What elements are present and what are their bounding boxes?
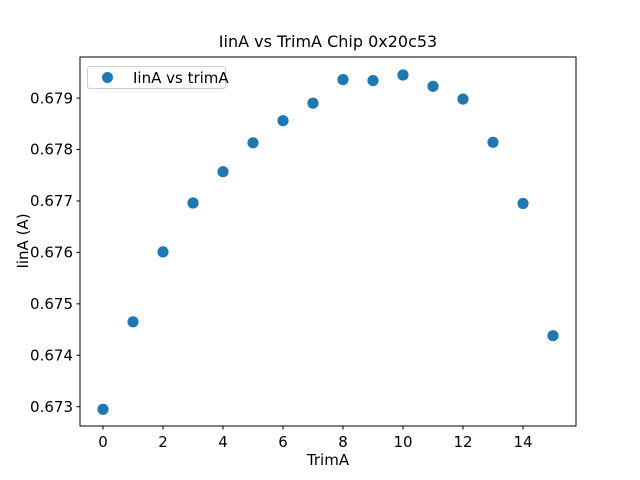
data-point (127, 316, 139, 328)
y-tick-label: 0.675 (30, 295, 73, 313)
y-tick-label: 0.678 (30, 141, 73, 159)
x-axis-label: TrimA (306, 451, 350, 469)
y-tick-label: 0.676 (30, 244, 73, 262)
axes-spines (79, 56, 577, 427)
data-point (337, 74, 349, 86)
y-axis-label: IinA (A) (14, 213, 32, 269)
data-point (307, 97, 319, 109)
y-tick-label: 0.677 (30, 192, 73, 210)
x-tick-label: 0 (98, 433, 108, 451)
data-point (427, 80, 439, 92)
x-tick-label: 6 (278, 433, 288, 451)
data-point (367, 75, 379, 87)
y-tick-label: 0.674 (30, 346, 73, 364)
data-point (157, 246, 169, 258)
y-tick-label: 0.679 (30, 89, 73, 107)
data-point (277, 115, 289, 127)
legend-marker-dot (102, 72, 113, 83)
data-point (217, 166, 229, 178)
legend: IinA vs trimA (87, 66, 229, 89)
data-point (97, 403, 109, 415)
data-point (487, 136, 499, 148)
x-tick-label: 2 (158, 433, 168, 451)
x-tick-label: 14 (513, 433, 532, 451)
data-point (517, 197, 529, 210)
data-point (247, 137, 259, 149)
x-tick-label: 4 (218, 433, 228, 451)
x-tick-label: 10 (393, 433, 412, 451)
y-tick-label: 0.673 (30, 398, 73, 416)
data-point (397, 69, 409, 81)
x-tick-label: 8 (338, 433, 348, 451)
legend-label: IinA vs trimA (133, 68, 229, 87)
chart-title: IinA vs TrimA Chip 0x20c53 (218, 32, 438, 51)
x-tick-label: 12 (453, 433, 472, 451)
data-point (457, 93, 469, 105)
data-point (187, 197, 199, 209)
data-point (547, 330, 559, 342)
